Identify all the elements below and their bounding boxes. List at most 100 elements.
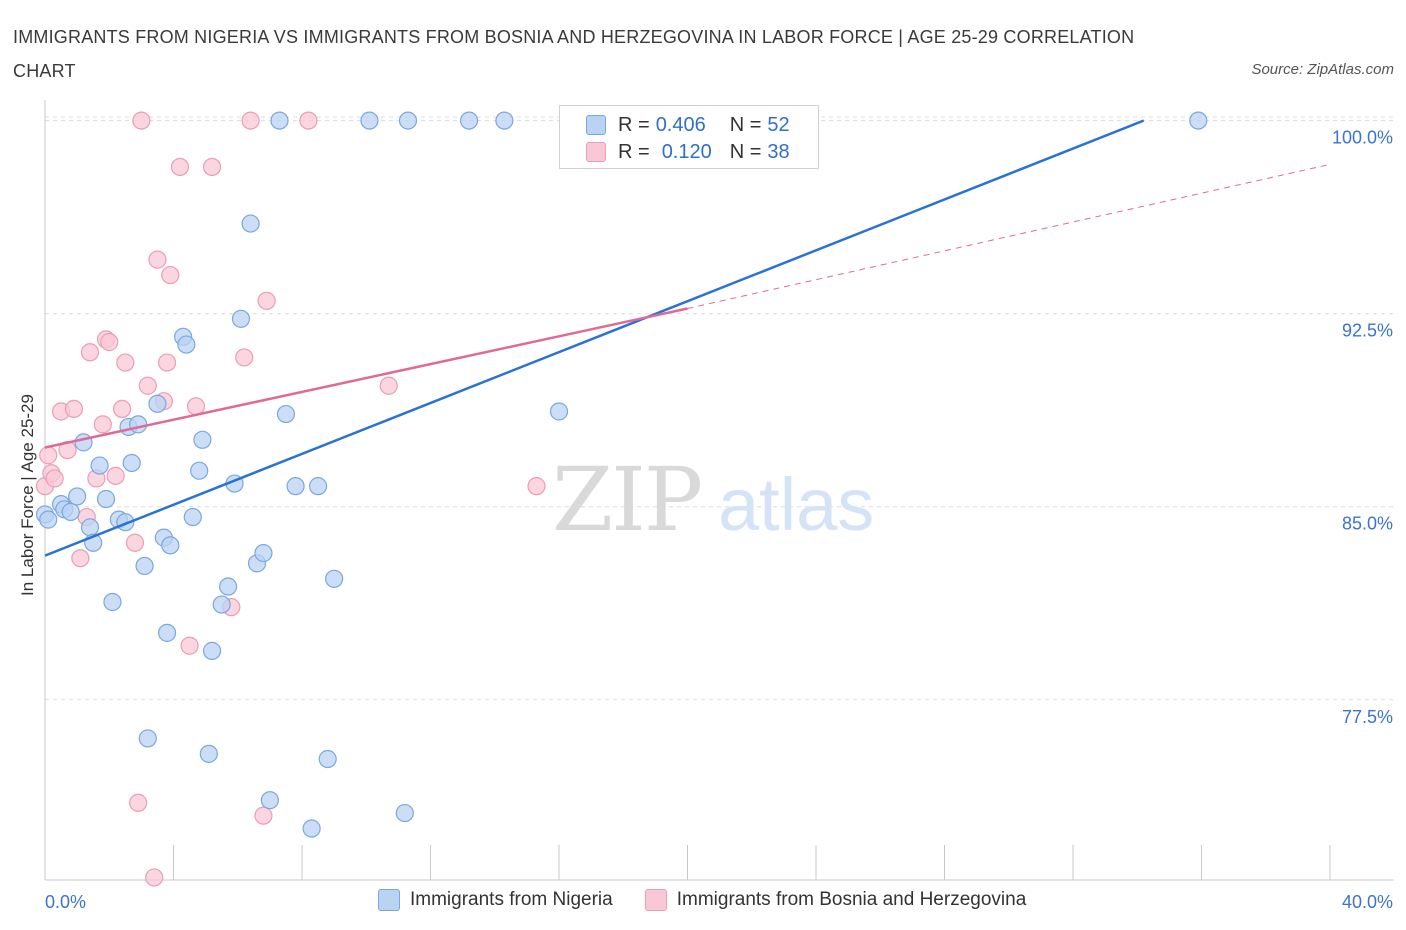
legend-n-value: 52 xyxy=(767,113,790,136)
legend-item-nigeria: Immigrants from Nigeria xyxy=(378,889,613,911)
data-point-bosnia xyxy=(241,111,260,130)
data-point-nigeria xyxy=(138,729,157,748)
data-point-bosnia xyxy=(180,636,199,655)
series-bosnia-points xyxy=(35,111,546,887)
trendline-bosnia-extension xyxy=(687,163,1331,310)
legend-item-bosnia: Immigrants from Bosnia and Herzegovina xyxy=(644,889,1027,911)
data-point-nigeria xyxy=(459,111,479,130)
legend-label-bosnia: Immigrants from Bosnia and Herzegovina xyxy=(676,889,1027,910)
legend-swatch-bosnia xyxy=(586,142,606,162)
data-point-nigeria xyxy=(135,556,154,576)
data-point-nigeria xyxy=(212,595,231,614)
data-point-nigeria xyxy=(157,623,177,642)
data-point-nigeria xyxy=(68,487,87,506)
legend-swatch-nigeria xyxy=(586,115,606,135)
correlation-legend: R = 0.406 N = 52 R = 0.120 N = 38 xyxy=(559,105,819,169)
data-point-bosnia xyxy=(64,399,84,419)
legend-n-value: 38 xyxy=(767,140,790,163)
data-point-bosnia xyxy=(45,469,64,488)
data-point-nigeria xyxy=(103,592,122,612)
data-point-nigeria xyxy=(360,111,379,130)
y-tick-labels: 100.0% 92.5% 85.0% 77.5% xyxy=(1332,128,1393,727)
data-point-nigeria xyxy=(177,335,196,354)
legend-r-value: 0.120 xyxy=(661,140,712,163)
y-tick-label: 100.0% xyxy=(1332,128,1393,148)
y-tick-label: 85.0% xyxy=(1342,514,1393,534)
data-point-nigeria xyxy=(308,477,328,496)
data-point-bosnia xyxy=(80,343,100,362)
data-point-nigeria xyxy=(161,536,180,555)
data-point-nigeria xyxy=(495,111,514,130)
data-point-bosnia xyxy=(39,446,58,465)
data-point-nigeria xyxy=(219,577,238,596)
data-point-bosnia xyxy=(71,549,90,568)
data-point-nigeria xyxy=(39,510,58,529)
data-point-nigeria xyxy=(549,402,569,421)
watermark-zip: ZIP xyxy=(552,448,701,551)
data-point-bosnia xyxy=(145,868,164,887)
data-point-bosnia xyxy=(257,291,276,310)
data-point-nigeria xyxy=(183,507,202,527)
data-point-bosnia xyxy=(148,250,167,269)
data-point-nigeria xyxy=(148,394,167,413)
data-point-bosnia xyxy=(161,265,180,285)
data-point-nigeria xyxy=(61,502,80,521)
watermark: ZIP atlas xyxy=(552,448,874,551)
data-point-bosnia xyxy=(186,397,206,416)
data-point-nigeria xyxy=(129,415,148,434)
data-point-nigeria xyxy=(202,641,222,660)
data-point-nigeria xyxy=(254,543,273,563)
data-point-nigeria xyxy=(318,749,337,769)
chart-title: IMMIGRANTS FROM NIGERIA VS IMMIGRANTS FR… xyxy=(13,27,1135,81)
data-point-nigeria xyxy=(122,453,141,473)
data-point-bosnia xyxy=(157,353,177,372)
data-point-bosnia xyxy=(138,376,157,395)
data-point-bosnia xyxy=(527,477,546,496)
x-tick-labels: 0.0% 40.0% xyxy=(45,892,1393,912)
data-point-bosnia xyxy=(100,332,119,352)
data-point-nigeria xyxy=(193,430,212,449)
data-point-nigeria xyxy=(286,477,305,496)
legend-n-label: N = xyxy=(729,113,762,136)
data-point-bosnia xyxy=(202,157,222,177)
legend-r-label: R = xyxy=(618,140,650,163)
data-point-bosnia xyxy=(125,533,145,552)
data-point-nigeria xyxy=(260,791,279,810)
series-legend: Immigrants from Nigeria Immigrants from … xyxy=(378,889,1058,911)
trendlines xyxy=(44,119,1331,557)
data-point-nigeria xyxy=(190,461,209,480)
data-point-nigeria xyxy=(325,569,344,588)
legend-r-value: 0.406 xyxy=(655,113,706,136)
data-point-nigeria xyxy=(276,404,296,424)
legend-row-nigeria: R = 0.406 N = 52 xyxy=(586,113,790,137)
legend-swatch-bosnia xyxy=(644,889,667,911)
data-point-bosnia xyxy=(93,415,112,434)
legend-label-nigeria: Immigrants from Nigeria xyxy=(410,889,613,910)
legend-row-bosnia: R = 0.120 N = 38 xyxy=(586,140,790,164)
trendline-nigeria xyxy=(44,119,1145,557)
data-point-bosnia xyxy=(379,376,398,395)
data-point-bosnia xyxy=(116,353,135,372)
data-point-bosnia xyxy=(235,348,254,367)
data-point-nigeria xyxy=(74,433,93,452)
data-point-nigeria xyxy=(96,489,116,509)
data-point-nigeria xyxy=(199,744,218,763)
data-point-bosnia xyxy=(299,111,318,130)
legend-r-label: R = xyxy=(618,113,650,136)
source-label: Source: ZipAtlas.com xyxy=(1251,61,1394,78)
watermark-atlas: atlas xyxy=(718,463,874,546)
data-point-bosnia xyxy=(254,806,273,825)
data-point-nigeria xyxy=(231,309,251,328)
data-point-nigeria xyxy=(241,214,260,233)
data-point-nigeria xyxy=(302,819,321,838)
gridlines xyxy=(45,116,1394,701)
data-point-nigeria xyxy=(395,803,414,823)
x-tick-label: 0.0% xyxy=(45,892,86,912)
y-axis-label: In Labor Force | Age 25-29 xyxy=(18,394,37,596)
y-tick-label: 92.5% xyxy=(1342,321,1393,341)
data-point-bosnia xyxy=(170,157,190,177)
legend-n-label: N = xyxy=(729,140,762,163)
data-point-nigeria xyxy=(90,456,109,475)
legend-swatch-nigeria xyxy=(378,889,400,911)
data-point-bosnia xyxy=(112,399,132,419)
